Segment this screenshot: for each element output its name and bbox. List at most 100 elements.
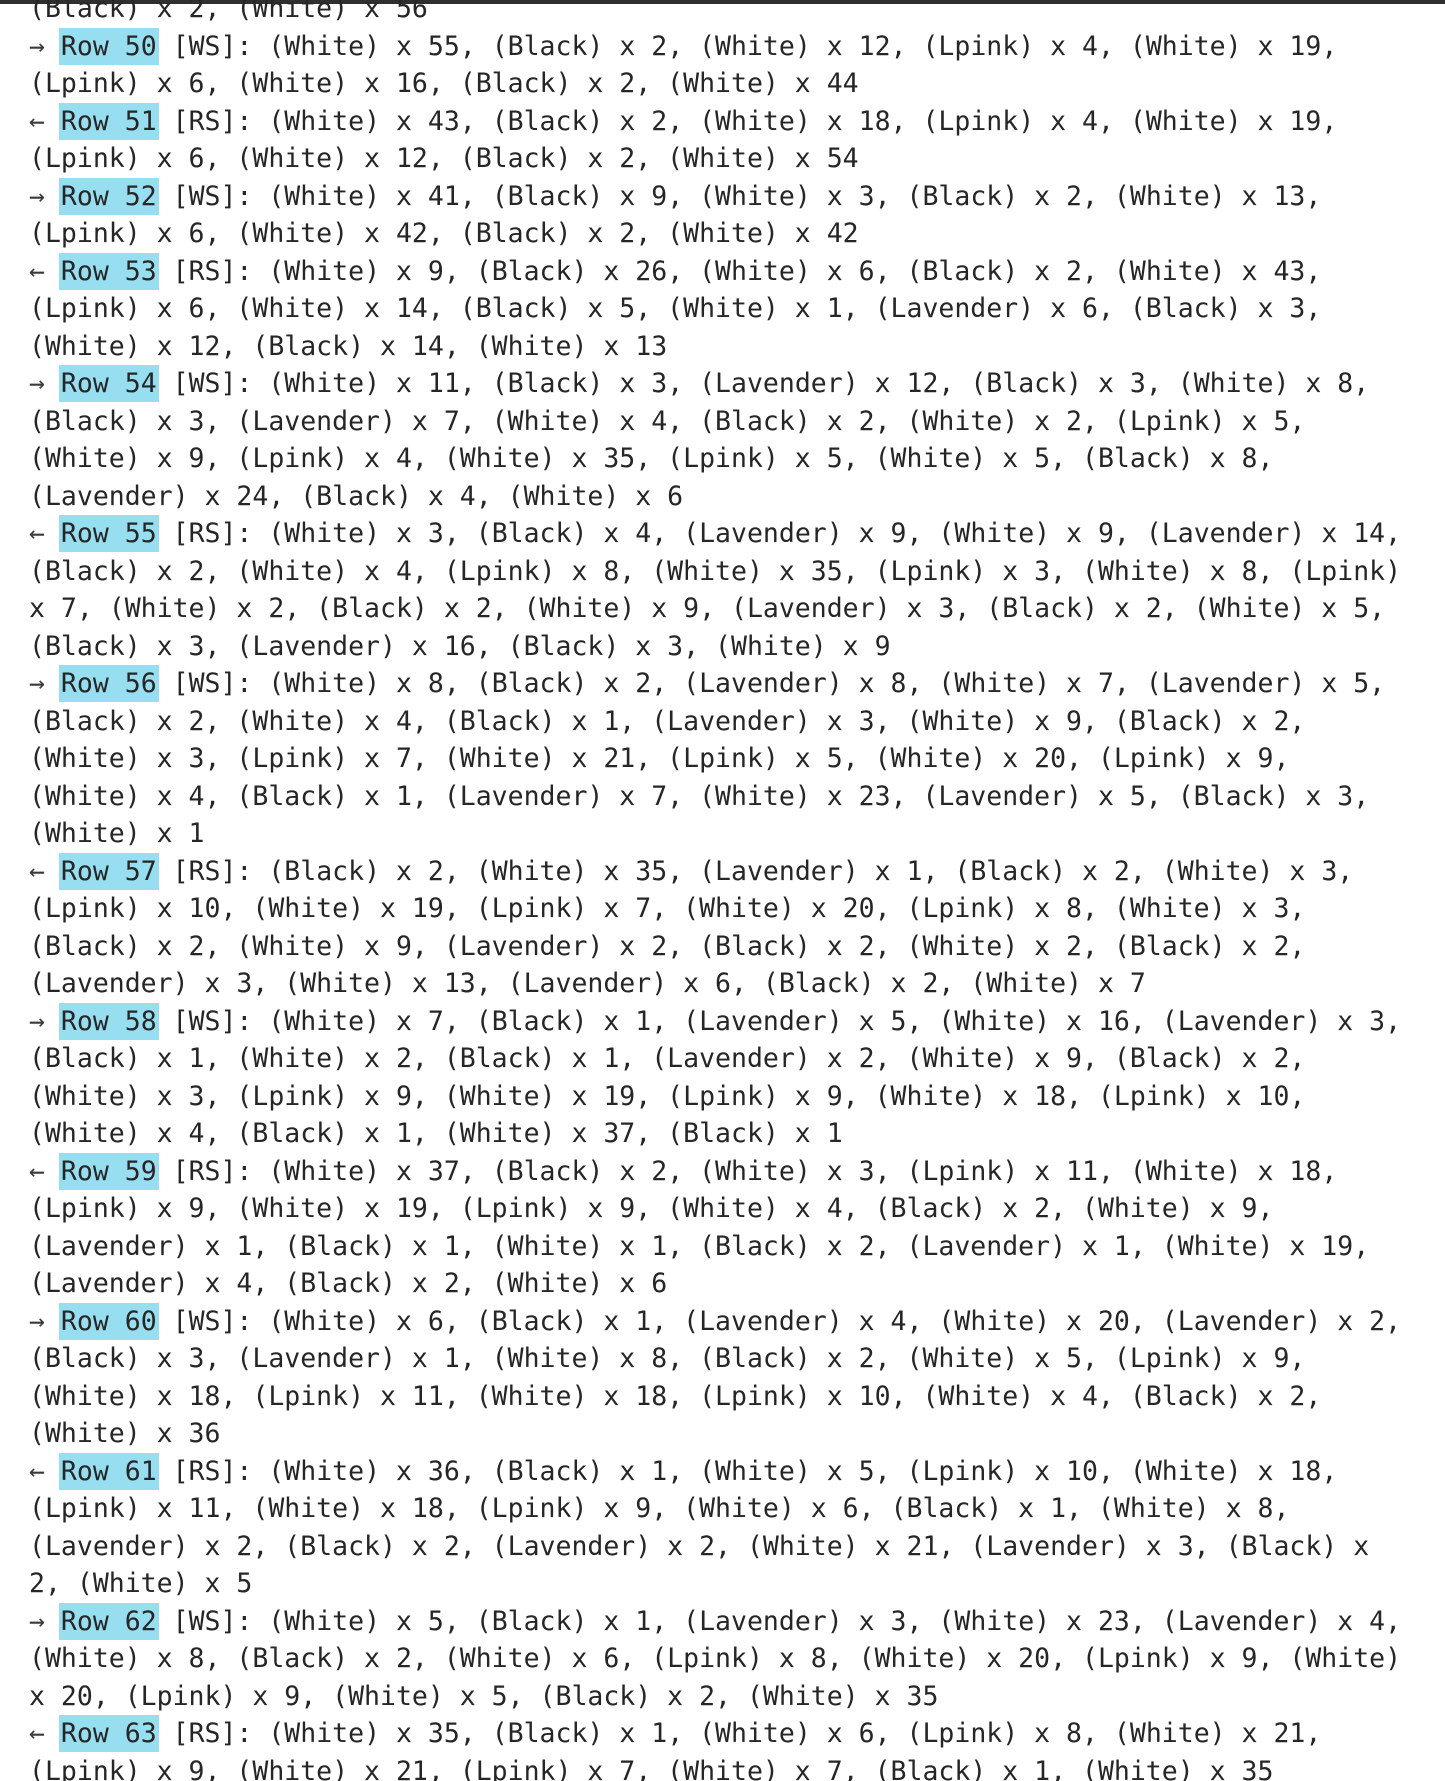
direction-arrow: → (29, 368, 61, 399)
pattern-row: ← Row 51 [RS]: (White) x 43, (Black) x 2… (29, 102, 1439, 178)
pattern-row-first-line: → Row 54 [WS]: (White) x 11, (Black) x 3… (29, 365, 1439, 403)
row-label-highlight: Row 60 (58, 1302, 159, 1340)
pattern-row-wrap-line: (White) x 3, (Lpink) x 9, (White) x 19, … (29, 1080, 1306, 1112)
direction-arrow: ← (29, 855, 61, 887)
pattern-row-wrap-line: (White) x 4, (Black) x 1, (White) x 37, … (29, 1118, 843, 1149)
pattern-row-wrap-line: (Lpink) x 11, (White) x 18, (Lpink) x 9,… (29, 1493, 1290, 1524)
pattern-row-wrap-line: (Lpink) x 10, (White) x 19, (Lpink) x 7,… (29, 893, 1306, 924)
pattern-row-wrap-line: (White) x 4, (Black) x 1, (Lavender) x 7… (29, 780, 1370, 812)
pattern-row-wrap-line: (Lavender) x 2, (Black) x 2, (Lavender) … (29, 1530, 1370, 1562)
pattern-row-wrap-line: (Lpink) x 6, (White) x 12, (Black) x 2, … (29, 143, 859, 174)
direction-arrow: → (29, 30, 61, 62)
pattern-row-wrap-line: (Lpink) x 9, (White) x 21, (Lpink) x 7, … (29, 1755, 1274, 1781)
pattern-row-wrap-line: x 20, (Lpink) x 9, (White) x 5, (Black) … (29, 1680, 939, 1712)
row-label-highlight: Row 63 (58, 1715, 159, 1752)
row-label-highlight: Row 61 (58, 1452, 159, 1490)
row-stitch-counts: [WS]: (White) x 8, (Black) x 2, (Lavende… (156, 668, 1386, 699)
row-label-highlight: Row 57 (58, 852, 159, 890)
row-label-highlight: Row 52 (58, 177, 159, 215)
row-stitch-counts: [WS]: (White) x 6, (Black) x 1, (Lavende… (156, 1305, 1402, 1337)
row-label-highlight: Row 58 (58, 1002, 159, 1040)
row-stitch-counts: [WS]: (White) x 11, (Black) x 3, (Lavend… (156, 368, 1370, 399)
row-label-highlight: Row 62 (58, 1602, 159, 1640)
direction-arrow: → (29, 180, 61, 212)
pattern-row-first-line: → Row 52 [WS]: (White) x 41, (Black) x 9… (29, 177, 1439, 216)
pattern-row-wrap-line: 2, (White) x 5 (29, 1568, 253, 1599)
pattern-row-first-line: → Row 62 [WS]: (White) x 5, (Black) x 1,… (29, 1602, 1439, 1641)
pattern-row-wrap-line: (Lpink) x 9, (White) x 19, (Lpink) x 9, … (29, 1193, 1274, 1224)
direction-arrow: → (29, 1005, 61, 1037)
pattern-row: → Row 58 [WS]: (White) x 7, (Black) x 1,… (29, 1002, 1439, 1153)
pattern-row-wrap-line: (White) x 9, (Lpink) x 4, (White) x 35, … (29, 443, 1274, 474)
pattern-row-wrap-line: (White) x 3, (Lpink) x 7, (White) x 21, … (29, 743, 1290, 774)
pattern-row: ← Row 63 [RS]: (White) x 35, (Black) x 1… (29, 1715, 1439, 1781)
pattern-row-first-line: → Row 50 [WS]: (White) x 55, (Black) x 2… (29, 27, 1439, 66)
row-stitch-counts: [WS]: (White) x 55, (Black) x 2, (White)… (156, 30, 1338, 62)
row-label-highlight: Row 50 (58, 27, 159, 65)
row-label-highlight: Row 59 (58, 1152, 159, 1190)
row-label-highlight: Row 51 (58, 102, 159, 140)
pattern-row: → Row 60 [WS]: (White) x 6, (Black) x 1,… (29, 1302, 1439, 1453)
pattern-row: → Row 50 [WS]: (White) x 55, (Black) x 2… (29, 27, 1439, 103)
direction-arrow: ← (29, 255, 61, 287)
row-label-highlight: Row 55 (58, 515, 159, 552)
row-stitch-counts: [RS]: (White) x 3, (Black) x 4, (Lavende… (156, 518, 1402, 549)
direction-arrow: ← (29, 1155, 61, 1187)
pattern-row-wrap-line: x 7, (White) x 2, (Black) x 2, (White) x… (29, 593, 1386, 624)
pattern-row: → Row 52 [WS]: (White) x 41, (Black) x 9… (29, 177, 1439, 253)
pattern-row-first-line: ← Row 53 [RS]: (White) x 9, (Black) x 26… (29, 252, 1439, 291)
pattern-row-wrap-line: (Lpink) x 6, (White) x 16, (Black) x 2, … (29, 68, 859, 99)
direction-arrow: ← (29, 105, 61, 137)
pattern-row: ← Row 57 [RS]: (Black) x 2, (White) x 35… (29, 852, 1439, 1003)
direction-arrow: ← (29, 1718, 61, 1749)
pattern-row-first-line: ← Row 61 [RS]: (White) x 36, (Black) x 1… (29, 1452, 1439, 1491)
row-stitch-counts: [WS]: (White) x 7, (Black) x 1, (Lavende… (156, 1005, 1402, 1037)
pattern-row-wrap-line: (Black) x 3, (Lavender) x 7, (White) x 4… (29, 405, 1306, 437)
pattern-row-wrap-line: (White) x 12, (Black) x 14, (White) x 13 (29, 330, 668, 362)
row-stitch-counts: [RS]: (White) x 37, (Black) x 2, (White)… (156, 1155, 1338, 1187)
pattern-row-wrap-line: (Black) x 3, (Lavender) x 1, (White) x 8… (29, 1343, 1306, 1374)
pattern-row: → Row 62 [WS]: (White) x 5, (Black) x 1,… (29, 1602, 1439, 1716)
pattern-row-wrap-line: (White) x 1 (29, 818, 205, 849)
pattern-row-wrap-line: (Lavender) x 4, (Black) x 2, (White) x 6 (29, 1268, 668, 1299)
row-stitch-counts: [WS]: (White) x 41, (Black) x 9, (White)… (156, 180, 1322, 212)
top-edge-bar (0, 0, 1445, 4)
row-stitch-counts: [RS]: (White) x 35, (Black) x 1, (White)… (156, 1718, 1322, 1749)
pattern-row: → Row 56 [WS]: (White) x 8, (Black) x 2,… (29, 665, 1439, 853)
row-stitch-counts: [WS]: (White) x 5, (Black) x 1, (Lavende… (156, 1605, 1402, 1637)
pattern-row-wrap-line: (Lpink) x 6, (White) x 42, (Black) x 2, … (29, 218, 859, 249)
direction-arrow: ← (29, 1455, 61, 1487)
pattern-row: → Row 54 [WS]: (White) x 11, (Black) x 3… (29, 365, 1439, 515)
pattern-row-first-line: → Row 56 [WS]: (White) x 8, (Black) x 2,… (29, 665, 1439, 703)
pattern-row: ← Row 55 [RS]: (White) x 3, (Black) x 4,… (29, 515, 1439, 665)
pattern-row-wrap-line: (Black) x 2, (White) x 9, (Lavender) x 2… (29, 930, 1306, 962)
pattern-row-first-line: ← Row 55 [RS]: (White) x 3, (Black) x 4,… (29, 515, 1439, 553)
pattern-row-wrap-line: (Lpink) x 6, (White) x 14, (Black) x 5, … (29, 293, 1322, 324)
direction-arrow: → (29, 668, 61, 699)
pattern-row-wrap-line: (Lavender) x 24, (Black) x 4, (White) x … (29, 480, 684, 512)
pattern-row-first-line: ← Row 51 [RS]: (White) x 43, (Black) x 2… (29, 102, 1439, 141)
direction-arrow: → (29, 1605, 61, 1637)
pattern-row-wrap-line: (Lavender) x 3, (White) x 13, (Lavender)… (29, 968, 1146, 999)
pattern-row-first-line: → Row 58 [WS]: (White) x 7, (Black) x 1,… (29, 1002, 1439, 1041)
row-label-highlight: Row 53 (58, 252, 159, 290)
pattern-row-wrap-line: (Lavender) x 1, (Black) x 1, (White) x 1… (29, 1230, 1370, 1262)
pattern-row-wrap-line: (Black) x 2, (White) x 4, (Black) x 1, (… (29, 705, 1306, 737)
pattern-row-wrap-line: (White) x 36 (29, 1418, 221, 1449)
pattern-row-first-line: ← Row 57 [RS]: (Black) x 2, (White) x 35… (29, 852, 1439, 891)
direction-arrow: → (29, 1305, 61, 1337)
pattern-row-first-line: ← Row 59 [RS]: (White) x 37, (Black) x 2… (29, 1152, 1439, 1191)
pattern-row: ← Row 53 [RS]: (White) x 9, (Black) x 26… (29, 252, 1439, 366)
pattern-row-first-line: ← Row 63 [RS]: (White) x 35, (Black) x 1… (29, 1715, 1439, 1753)
pattern-row: ← Row 59 [RS]: (White) x 37, (Black) x 2… (29, 1152, 1439, 1303)
clipped-leading-line: (Black) x 2, (White) x 56 (29, 0, 428, 24)
pattern-row-wrap-line: (Black) x 1, (White) x 2, (Black) x 1, (… (29, 1043, 1306, 1074)
row-stitch-counts: [RS]: (White) x 36, (Black) x 1, (White)… (156, 1455, 1338, 1487)
pattern-row-wrap-line: (Black) x 3, (Lavender) x 16, (Black) x … (29, 630, 891, 662)
pattern-row-first-line: → Row 60 [WS]: (White) x 6, (Black) x 1,… (29, 1302, 1439, 1341)
direction-arrow: ← (29, 518, 61, 549)
row-stitch-counts: [RS]: (White) x 9, (Black) x 26, (White)… (156, 255, 1322, 287)
pattern-row: ← Row 61 [RS]: (White) x 36, (Black) x 1… (29, 1452, 1439, 1603)
